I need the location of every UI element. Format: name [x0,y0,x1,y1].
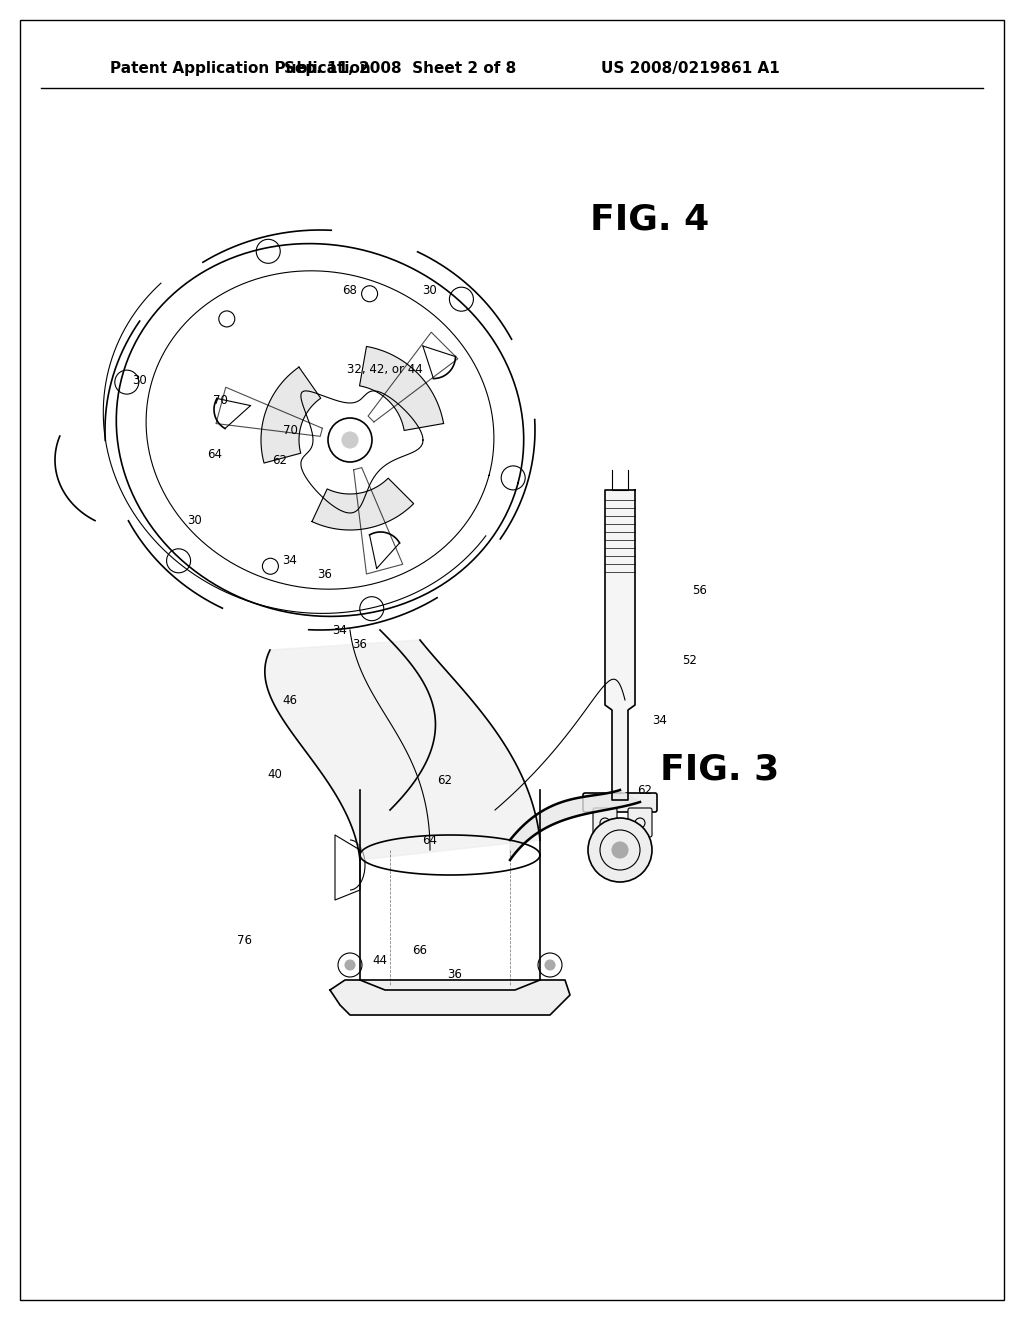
Polygon shape [265,640,540,861]
Circle shape [545,960,555,970]
Text: 36: 36 [447,969,463,982]
Polygon shape [312,478,414,531]
Polygon shape [261,367,321,463]
Text: 40: 40 [267,768,283,781]
Polygon shape [359,346,443,430]
Circle shape [612,842,628,858]
FancyBboxPatch shape [628,808,652,837]
Text: 34: 34 [283,553,297,566]
Circle shape [588,818,652,882]
Text: 64: 64 [208,449,222,462]
Circle shape [345,960,355,970]
Text: 68: 68 [343,284,357,297]
Text: FIG. 3: FIG. 3 [660,752,779,787]
Circle shape [342,432,358,447]
Text: FIG. 4: FIG. 4 [591,203,710,238]
Text: 34: 34 [652,714,668,726]
Text: 36: 36 [317,569,333,582]
Text: 70: 70 [283,424,297,437]
Polygon shape [510,789,640,861]
Text: 56: 56 [692,583,708,597]
Text: 44: 44 [373,953,387,966]
Text: US 2008/0219861 A1: US 2008/0219861 A1 [601,61,780,75]
Text: Patent Application Publication: Patent Application Publication [110,61,371,75]
Text: 34: 34 [333,623,347,636]
Text: 64: 64 [423,833,437,846]
Text: 70: 70 [213,393,227,407]
Text: 46: 46 [283,693,298,706]
Text: 62: 62 [437,774,453,787]
Text: Sep. 11, 2008  Sheet 2 of 8: Sep. 11, 2008 Sheet 2 of 8 [284,61,516,75]
Text: 62: 62 [638,784,652,796]
Text: 30: 30 [133,374,147,387]
Text: 36: 36 [352,639,368,652]
FancyBboxPatch shape [593,808,617,837]
Text: 62: 62 [272,454,288,466]
Text: 30: 30 [187,513,203,527]
Text: 52: 52 [683,653,697,667]
Text: 66: 66 [413,944,427,957]
Text: 30: 30 [423,284,437,297]
Text: 76: 76 [238,933,253,946]
Polygon shape [330,979,570,1015]
Text: 32, 42, or 44: 32, 42, or 44 [347,363,423,376]
Polygon shape [605,490,635,800]
FancyBboxPatch shape [583,793,657,812]
